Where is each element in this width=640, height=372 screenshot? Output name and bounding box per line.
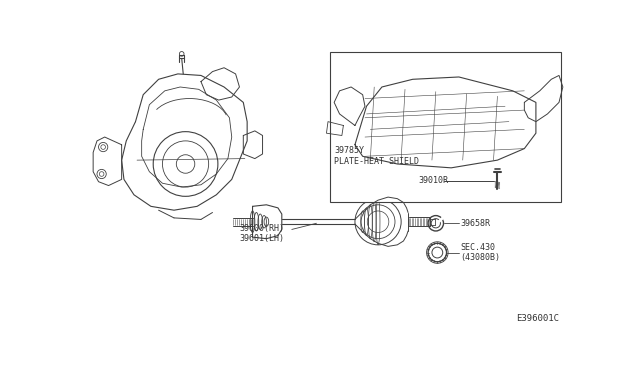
Text: 39010R: 39010R xyxy=(418,176,448,185)
Circle shape xyxy=(383,116,386,119)
Text: SEC.430
(43080B): SEC.430 (43080B) xyxy=(460,243,500,262)
Text: 39600(RH)
39601(LH): 39600(RH) 39601(LH) xyxy=(239,224,284,243)
Text: 39658R: 39658R xyxy=(460,219,490,228)
Circle shape xyxy=(420,112,422,115)
Text: 39785Y
PLATE-HEAT SHIELD: 39785Y PLATE-HEAT SHIELD xyxy=(334,146,419,166)
Bar xyxy=(330,52,561,202)
Text: E396001C: E396001C xyxy=(516,314,559,323)
